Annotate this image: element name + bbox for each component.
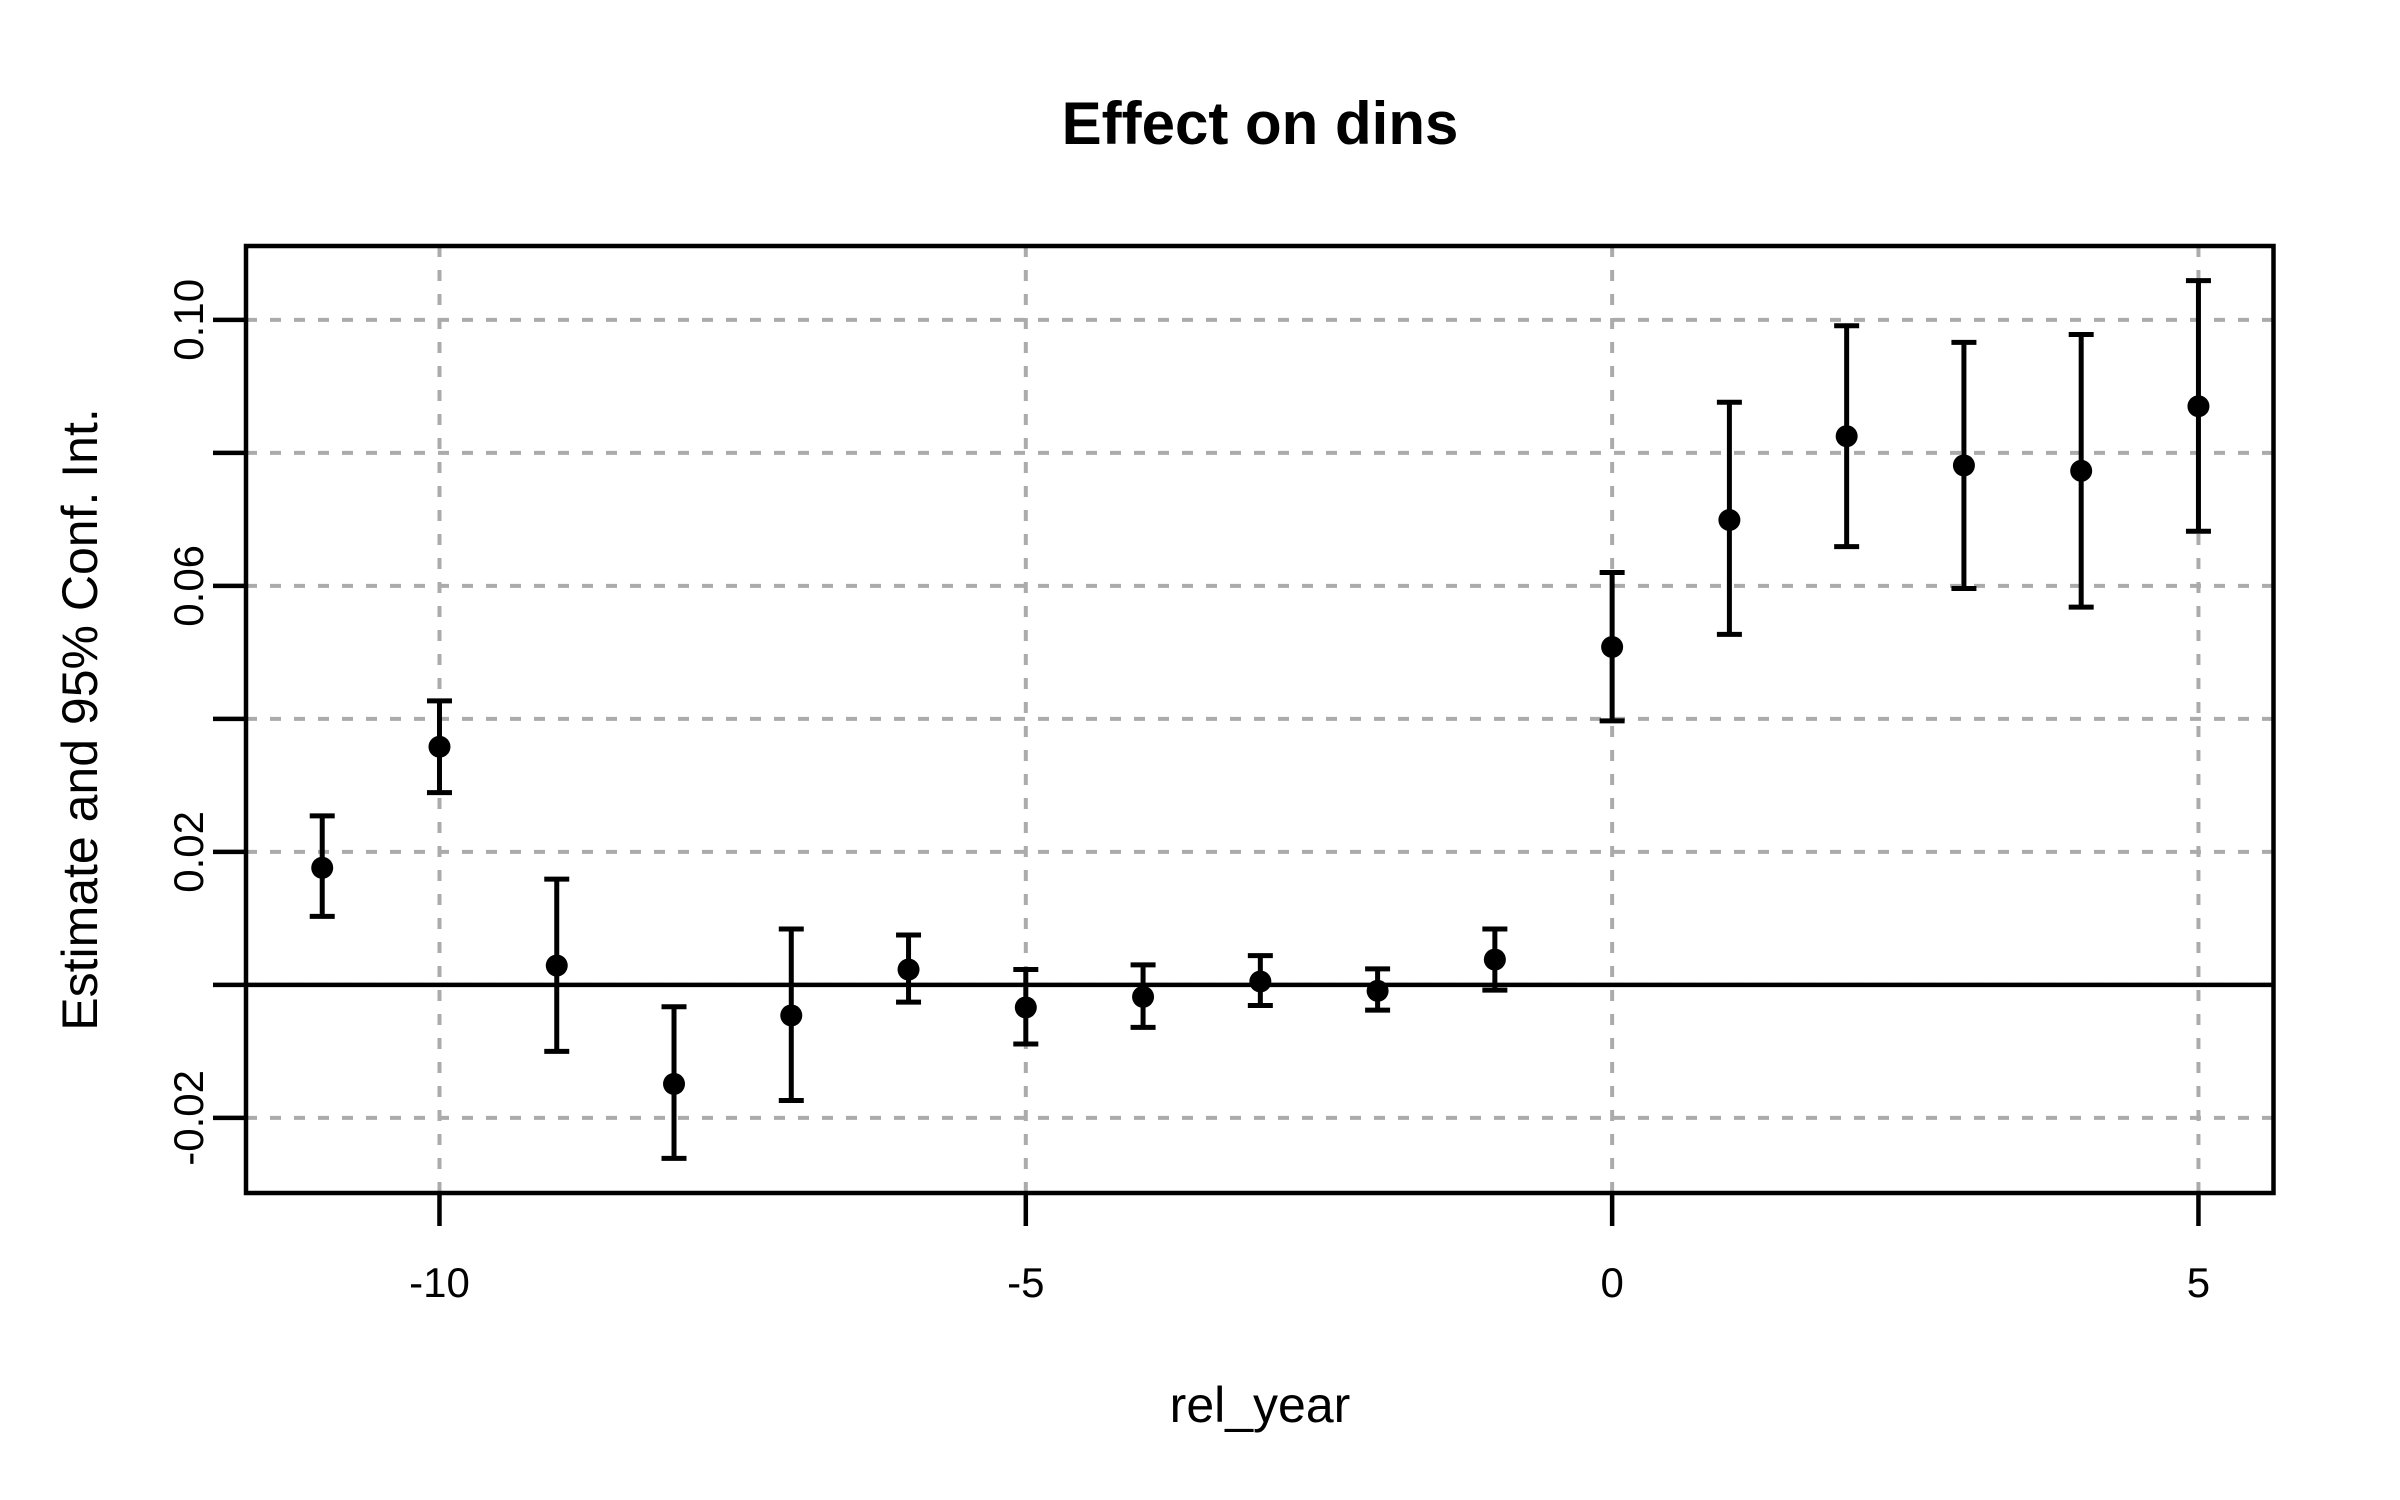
data-point — [2070, 459, 2093, 482]
data-point — [897, 958, 920, 981]
y-axis-title: Estimate and 95% Conf. Int. — [52, 408, 108, 1031]
data-point — [1014, 996, 1037, 1019]
data-point — [1835, 425, 1858, 448]
y-tick-label: 0.06 — [165, 545, 212, 627]
tick-labels-layer: -10 -5 0 5 -0.02 0.02 0.06 0.10 — [165, 279, 2210, 1306]
data-point — [2187, 395, 2210, 418]
data-point — [1952, 454, 1975, 477]
y-tick-label: -0.02 — [165, 1070, 212, 1166]
data-point — [1366, 979, 1389, 1002]
data-point — [311, 856, 334, 879]
x-tick-label: -5 — [1007, 1259, 1044, 1306]
data-layer — [309, 278, 2211, 1161]
data-point — [663, 1072, 686, 1095]
plot-title: Effect on dins — [1062, 90, 1459, 157]
axis-ticks-layer — [213, 317, 2201, 1226]
x-axis-title: rel_year — [1170, 1377, 1351, 1433]
data-point — [1249, 970, 1272, 993]
data-point — [428, 735, 451, 758]
data-point — [1718, 508, 1741, 531]
data-point — [545, 954, 568, 977]
data-point — [1601, 636, 1624, 659]
x-tick-label: 5 — [2187, 1259, 2210, 1306]
y-tick-label: 0.10 — [165, 279, 212, 361]
data-point — [780, 1004, 803, 1027]
data-point — [1483, 948, 1506, 971]
x-tick-label: -10 — [409, 1259, 470, 1306]
x-tick-label: 0 — [1600, 1259, 1623, 1306]
data-point — [1132, 985, 1155, 1008]
y-tick-label: 0.02 — [165, 811, 212, 893]
